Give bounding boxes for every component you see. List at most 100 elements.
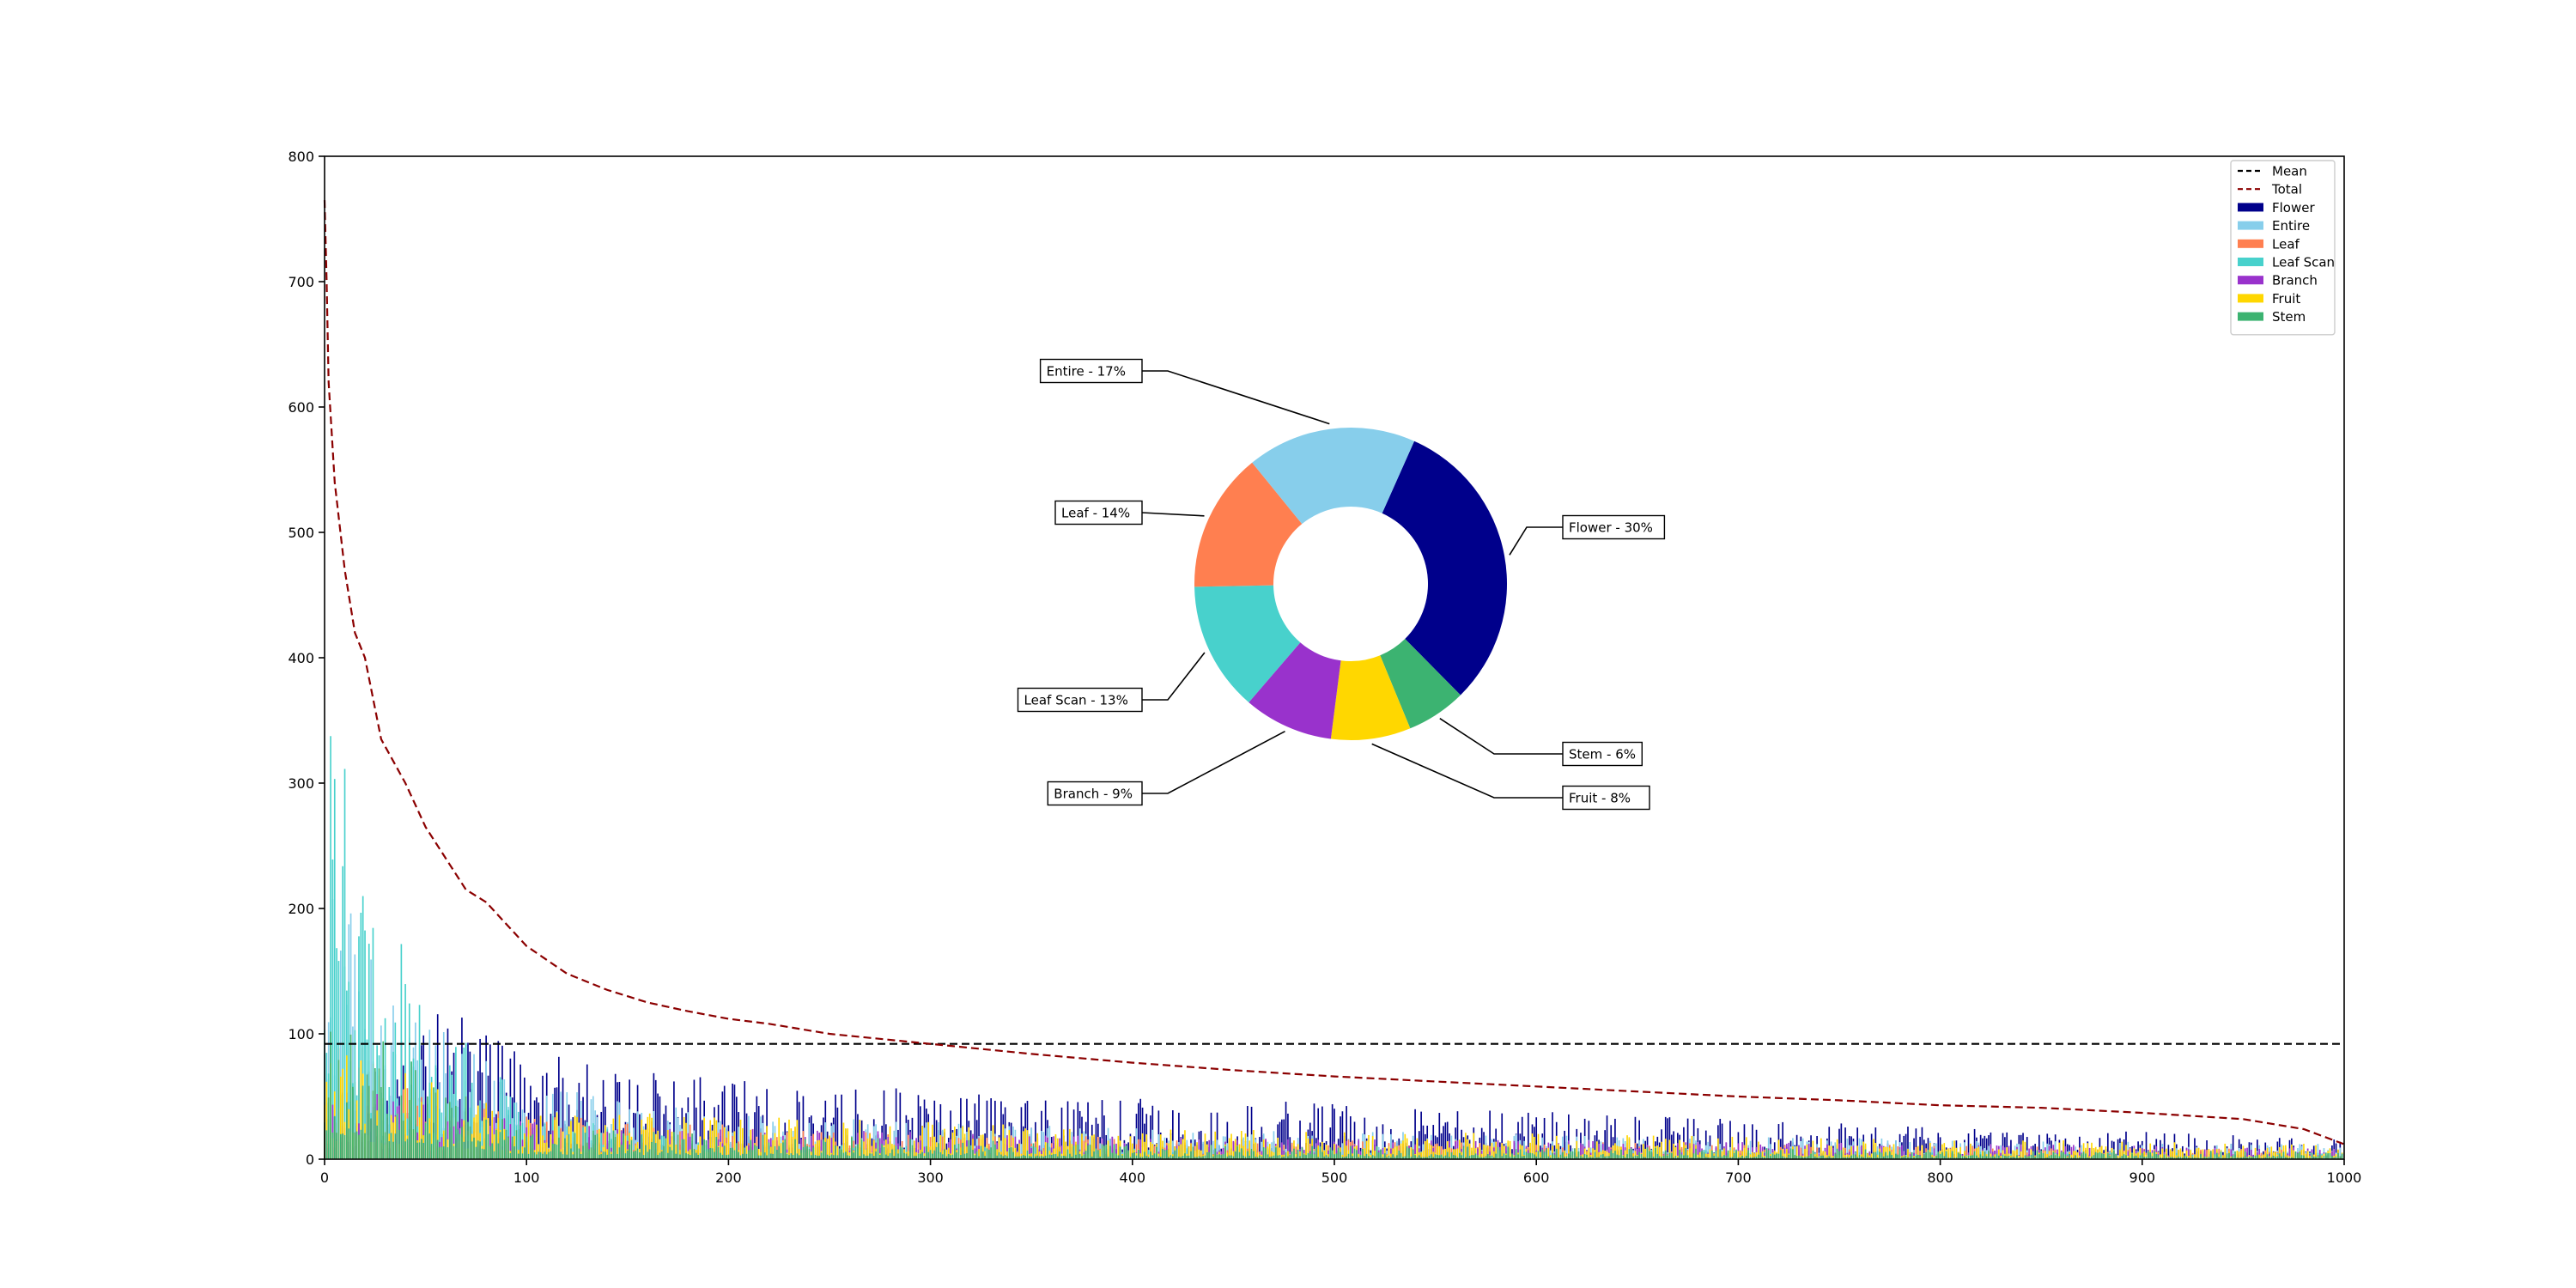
bar-stem: [1022, 1155, 1024, 1159]
bar-fruit: [1721, 1151, 1723, 1159]
bar-entire: [1250, 1134, 1253, 1159]
bar-flower: [562, 1078, 564, 1159]
bar-fruit: [442, 1130, 445, 1159]
bar-stem: [769, 1153, 772, 1159]
bar-stem: [909, 1139, 911, 1159]
bar-entire: [1515, 1134, 1517, 1159]
bar-stem: [358, 1134, 360, 1159]
bar-fruit: [1014, 1147, 1017, 1159]
bar-stem: [349, 1034, 352, 1159]
bar-fruit: [1400, 1143, 1402, 1159]
bar-stem: [1093, 1151, 1095, 1159]
bar-leaf: [1083, 1140, 1085, 1159]
bar-fruit: [1455, 1149, 1456, 1159]
bar-flower: [1141, 1107, 1144, 1159]
bar-branch: [331, 1104, 334, 1159]
bar-stem: [1303, 1154, 1305, 1159]
bar-entire: [633, 1127, 635, 1159]
bar-stem: [660, 1151, 663, 1159]
bar-fruit: [1743, 1147, 1746, 1159]
bar-fruit: [739, 1119, 742, 1159]
bar-flower: [1200, 1130, 1202, 1159]
bar-fruit: [497, 1117, 500, 1159]
bar-flower: [745, 1113, 748, 1159]
bar-stem: [1670, 1152, 1673, 1159]
bar-stem: [1107, 1156, 1109, 1159]
bar-stem: [1632, 1157, 1634, 1159]
bar-stem: [410, 1061, 412, 1159]
bar-stem: [1297, 1149, 1299, 1159]
bar-fruit: [697, 1145, 699, 1159]
bar-entire: [473, 1054, 475, 1159]
bar-stem: [1616, 1154, 1619, 1159]
bar-stem: [818, 1155, 821, 1159]
bar-flower: [744, 1081, 746, 1159]
bar-fruit: [545, 1142, 548, 1159]
bar-stem: [776, 1150, 778, 1159]
bar-stem: [1418, 1155, 1420, 1159]
bar-stem: [1083, 1154, 1085, 1159]
bar-flower: [1664, 1116, 1667, 1159]
bar-fruit: [1588, 1147, 1590, 1159]
bar-stem: [1452, 1155, 1455, 1159]
bar-fruit: [1018, 1143, 1020, 1159]
bar-stem: [1218, 1154, 1220, 1159]
bar-stem: [342, 1133, 343, 1159]
bar-flower: [939, 1103, 942, 1159]
bar-stem: [503, 1139, 506, 1159]
bar-fruit: [1503, 1145, 1505, 1159]
bar-stem: [657, 1155, 659, 1159]
bar-flower: [424, 1066, 427, 1159]
bar-stem: [663, 1145, 665, 1159]
bar-fruit: [1150, 1141, 1151, 1159]
bar-stem: [1103, 1145, 1105, 1159]
bar-fruit: [1242, 1145, 1244, 1159]
bar-flower: [1289, 1137, 1291, 1159]
bar-flower: [673, 1081, 675, 1159]
bar-fruit: [648, 1113, 651, 1159]
bar-stem: [1503, 1153, 1505, 1159]
bar-stem: [556, 1145, 558, 1159]
bar-stem: [1565, 1156, 1568, 1159]
bar-fruit: [1307, 1138, 1309, 1159]
bar-stem: [1513, 1156, 1516, 1159]
bar-stem: [578, 1148, 580, 1159]
bar-stem: [651, 1141, 653, 1159]
bar-stem: [1111, 1152, 1114, 1159]
bar-fruit: [418, 1117, 421, 1159]
bar-fruit: [954, 1127, 956, 1159]
bar-stem: [394, 1133, 397, 1159]
bar-fruit: [1449, 1147, 1450, 1159]
bar-fruit: [1731, 1136, 1734, 1159]
bar-stem: [938, 1143, 939, 1159]
bar-branch: [533, 1121, 536, 1159]
bar-stem: [811, 1155, 812, 1159]
bar-stem: [481, 1148, 483, 1159]
bar-fruit: [766, 1126, 768, 1159]
bar-leaf: [721, 1124, 724, 1159]
bar-stem: [1588, 1157, 1590, 1159]
bar-stem: [467, 1121, 469, 1159]
bar-stem: [1406, 1146, 1408, 1159]
bar-fruit: [1437, 1145, 1438, 1159]
bar-stem: [1334, 1154, 1335, 1159]
bar-stem: [992, 1140, 994, 1159]
bar-fruit: [1752, 1151, 1753, 1159]
bar-stem: [360, 1129, 362, 1159]
bar-stem: [1577, 1151, 1580, 1159]
bar-stem: [1499, 1150, 1501, 1159]
bar-flower: [1287, 1113, 1289, 1159]
bar-fruit: [1673, 1143, 1674, 1159]
bar-stem: [641, 1134, 643, 1159]
bar-branch: [1139, 1139, 1142, 1159]
bar-fruit: [598, 1128, 600, 1159]
bar-stem: [1099, 1156, 1101, 1159]
bar-branch: [687, 1133, 690, 1159]
bar-fruit: [927, 1121, 930, 1159]
stacked-bars: [324, 736, 2343, 1159]
bar-stem: [929, 1150, 932, 1159]
bar-flower: [1341, 1111, 1344, 1159]
bar-stem: [471, 1141, 473, 1159]
bar-entire: [1172, 1140, 1174, 1159]
bar-flower: [1667, 1118, 1668, 1159]
